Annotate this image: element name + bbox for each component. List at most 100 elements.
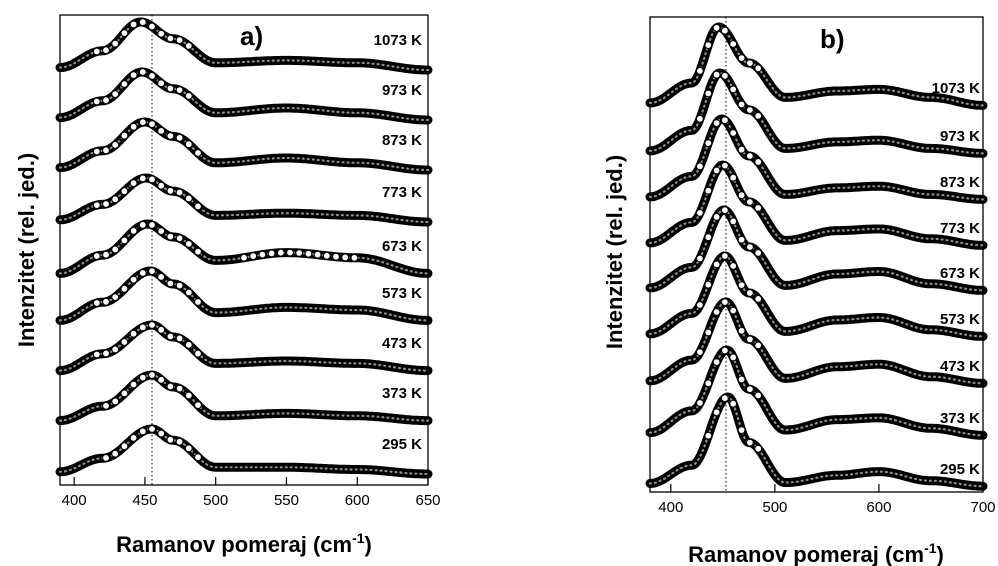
data-point-marker	[148, 22, 156, 31]
data-point-marker	[737, 191, 746, 200]
spectrum-marker-texture	[58, 323, 430, 372]
data-point-marker	[696, 209, 704, 217]
data-point-marker	[184, 240, 193, 248]
data-point-marker	[138, 18, 147, 27]
data-point-marker	[350, 253, 359, 262]
spectrum-marker-texture	[648, 208, 985, 292]
panel-b-x-ticks: 400 500 600 700	[658, 484, 996, 516]
data-point-marker	[746, 152, 754, 160]
data-point-marker	[737, 426, 746, 435]
panel-b-label: b)	[820, 24, 845, 54]
data-point-marker	[712, 408, 721, 417]
data-point-marker	[704, 186, 713, 195]
data-point-marker	[704, 139, 713, 148]
data-point-marker	[341, 253, 350, 262]
spectrum-773k	[645, 160, 988, 250]
data-point-marker	[111, 141, 120, 149]
data-point-marker	[102, 454, 110, 462]
data-point-marker	[157, 375, 166, 384]
data-point-marker	[704, 379, 713, 388]
panel-a-plot-frame	[59, 14, 429, 486]
spectrum-473k	[55, 320, 433, 376]
data-point-marker	[120, 284, 129, 293]
data-point-marker	[138, 118, 147, 127]
data-point-marker	[754, 295, 763, 303]
data-point-marker	[729, 399, 738, 408]
spectrum-marker-texture	[58, 176, 430, 224]
data-point-marker	[129, 122, 138, 131]
data-point-marker	[267, 249, 276, 258]
data-point-marker	[729, 85, 738, 94]
data-point-marker	[194, 202, 202, 211]
spectrum-marker-texture	[648, 395, 985, 488]
data-point-marker	[148, 175, 156, 184]
data-point-marker	[148, 371, 156, 379]
data-point-marker	[184, 92, 193, 100]
data-point-marker	[721, 394, 729, 403]
data-point-marker	[184, 340, 193, 349]
temperature-label: 673 K	[382, 238, 422, 255]
data-point-marker	[129, 179, 138, 188]
data-point-marker	[120, 80, 129, 88]
data-point-marker	[138, 68, 147, 76]
data-point-marker	[249, 252, 258, 261]
data-point-marker	[704, 431, 713, 440]
x-tick-label: 400	[62, 492, 87, 509]
data-point-marker	[737, 375, 746, 384]
data-point-marker	[157, 79, 166, 88]
spectrum-295k	[55, 424, 433, 479]
data-point-marker	[175, 188, 184, 197]
data-point-marker	[729, 306, 738, 315]
data-point-marker	[240, 253, 248, 262]
data-point-marker	[754, 444, 763, 453]
data-point-marker	[166, 382, 175, 391]
data-point-marker	[92, 201, 101, 210]
spectrum-673k	[645, 205, 988, 295]
data-point-marker	[729, 217, 738, 226]
data-point-marker	[102, 146, 110, 155]
spectrum-line	[645, 114, 988, 204]
data-point-marker	[129, 20, 138, 29]
spectrum-marker-texture	[648, 300, 985, 385]
spectrum-573k	[55, 266, 433, 325]
spectrum-marker-texture	[648, 25, 985, 107]
data-point-marker	[129, 275, 138, 284]
data-point-marker	[721, 252, 729, 260]
data-point-marker	[737, 326, 746, 335]
data-point-marker	[721, 346, 729, 355]
data-point-marker	[704, 328, 713, 337]
data-point-marker	[696, 399, 704, 407]
temperature-label: 973 K	[382, 82, 422, 99]
data-point-marker	[138, 269, 147, 277]
data-point-marker	[102, 401, 110, 410]
x-tick-label: 700	[970, 499, 995, 516]
data-point-marker	[102, 349, 110, 358]
data-point-marker	[157, 273, 166, 281]
data-point-marker	[184, 194, 193, 203]
data-point-marker	[120, 442, 129, 451]
spectrum-573k	[645, 251, 988, 341]
spectrum-873k	[55, 117, 433, 175]
data-point-marker	[148, 321, 156, 329]
data-point-marker	[175, 133, 184, 142]
data-point-marker	[712, 70, 721, 79]
data-point-marker	[729, 40, 738, 48]
data-point-marker	[729, 262, 738, 270]
data-point-marker	[148, 72, 156, 80]
data-point-marker	[194, 349, 202, 358]
spectrum-marker-texture	[58, 269, 430, 322]
data-point-marker	[166, 435, 175, 444]
spectrum-373k	[645, 345, 988, 440]
data-point-marker	[102, 250, 110, 259]
panel-b-x-axis-title: Ramanov pomeraj (cm-1)	[688, 540, 944, 566]
panel-b-y-axis-title: Intenzitet (rel. jed.)	[602, 155, 627, 349]
spectrum-873k	[645, 114, 988, 204]
data-point-marker	[746, 59, 754, 67]
spectrum-1073k	[55, 17, 433, 75]
data-point-marker	[194, 149, 202, 157]
spectrum-973k	[55, 67, 433, 125]
data-point-marker	[102, 297, 110, 306]
data-point-marker	[304, 249, 313, 258]
data-point-marker	[754, 112, 763, 120]
data-point-marker	[712, 166, 721, 175]
